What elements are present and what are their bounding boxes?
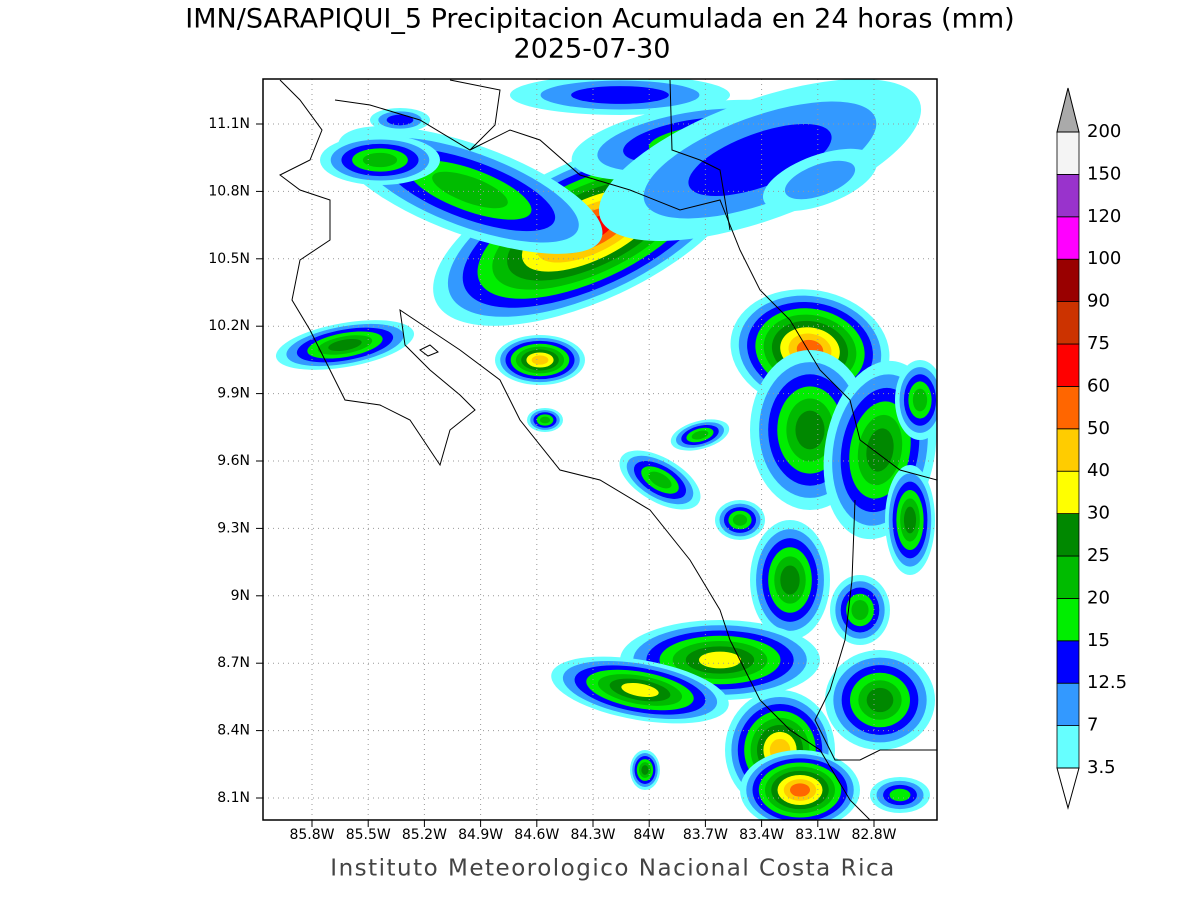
subtitle: 2025-07-30 [514,34,671,65]
precip-area [790,783,810,797]
precip-area [691,430,709,440]
precip-area [903,506,917,534]
lon-label: 84W [633,827,665,843]
colorbar-label: 30 [1087,503,1110,524]
colorbar-label: 120 [1087,206,1121,227]
lat-label: 10.2N [208,318,250,334]
colorbar-label: 75 [1087,333,1110,354]
border-south [814,499,937,761]
colorbar-label: 3.5 [1087,757,1116,778]
lake [449,79,501,151]
colorbar-label: 40 [1087,460,1110,481]
precip-area [539,416,551,424]
lat-label: 8.4N [217,723,250,739]
colorbar-box [1056,131,1080,175]
lat-label: 11.1N [208,116,250,132]
lon-label: 83.4W [739,827,784,843]
precip-area [362,152,398,168]
lat-label: 8.7N [217,655,250,671]
colorbar-label: 60 [1087,375,1110,396]
colorbar-box [1056,428,1080,472]
precip-area [784,160,856,200]
colorbar-label: 150 [1087,163,1121,184]
title: IMN/SARAPIQUI_5 Precipitacion Acumulada … [185,4,1014,35]
lon-label: 82.8W [851,827,896,843]
precip-area [641,765,649,775]
colorbar-over [1056,87,1080,133]
precip-area [571,86,669,104]
colorbar-box [1056,555,1080,599]
lat-label: 9.6N [217,453,250,469]
lat-label: 10.5N [208,251,250,267]
lon-label: 84.3W [570,827,615,843]
precip-field [275,79,937,820]
lon-label: 84.9W [458,827,503,843]
colorbar-label: 100 [1087,248,1121,269]
precip-area [531,355,549,365]
precip-area [889,788,911,802]
colorbar-box [1056,640,1080,684]
colorbar-label: 12.5 [1087,672,1127,693]
precip-area [688,124,832,196]
colorbar-box [1056,343,1080,387]
island [419,344,439,357]
colorbar-label: 200 [1087,121,1121,142]
map-frame [262,78,938,821]
border-north [334,99,937,481]
colorbar-box [1056,258,1080,303]
lat-label: 9N [231,588,250,604]
colorbar-box [1056,385,1080,430]
lat-label: 8.1N [217,790,250,806]
colorbar-label: 25 [1087,545,1110,566]
colorbar-box [1056,301,1080,345]
precip-area [432,171,508,209]
precip-area [851,600,869,620]
colorbar-box [1056,470,1080,515]
pacific-coast [279,79,871,820]
colorbar-label: 90 [1087,291,1110,312]
lon-label: 85.5W [346,827,391,843]
colorbar-box [1056,682,1080,727]
precip-area [780,565,800,595]
precip-area [912,388,928,412]
precip-area [795,410,825,450]
colorbar-box [1056,513,1080,557]
colorbar-label: 15 [1087,630,1110,651]
colorbar-box [1056,216,1080,260]
caribbean-coast [669,79,731,231]
colorbar-box [1056,173,1080,218]
lon-label: 84.6W [514,827,559,843]
coastlines [279,79,937,820]
footer: Instituto Meteorologico Nacional Costa R… [330,856,895,882]
lat-label: 9.3N [217,520,250,536]
colorbar-label: 20 [1087,587,1110,608]
precip-area [621,682,659,698]
lon-label: 83.7W [683,827,728,843]
colorbar-label: 50 [1087,418,1110,439]
lon-label: 85.8W [289,827,334,843]
colorbar-box [1056,725,1080,769]
precip-area [386,114,414,126]
lat-label: 9.9N [217,386,250,402]
precip-area [732,514,748,526]
precip-area [648,471,672,489]
lon-label: 85.2W [402,827,447,843]
colorbar-under [1056,767,1080,810]
colorbar-label: 7 [1087,715,1098,736]
lon-label: 83.1W [795,827,840,843]
grid: 11.1N 10.8N 10.5N 10.2N 9.9N 9.6N 9.3N 9N 8.7N 8.… [208,79,937,843]
precip-area [698,651,742,669]
precip-area [328,338,362,352]
lat-label: 10.8N [208,183,250,199]
colorbar-box [1056,598,1080,642]
precip-area [866,687,894,713]
colorbar: 3.5 7 12.5 15 20 25 30 40 50 60 75 90 100 120 150 200 [1056,87,1127,810]
